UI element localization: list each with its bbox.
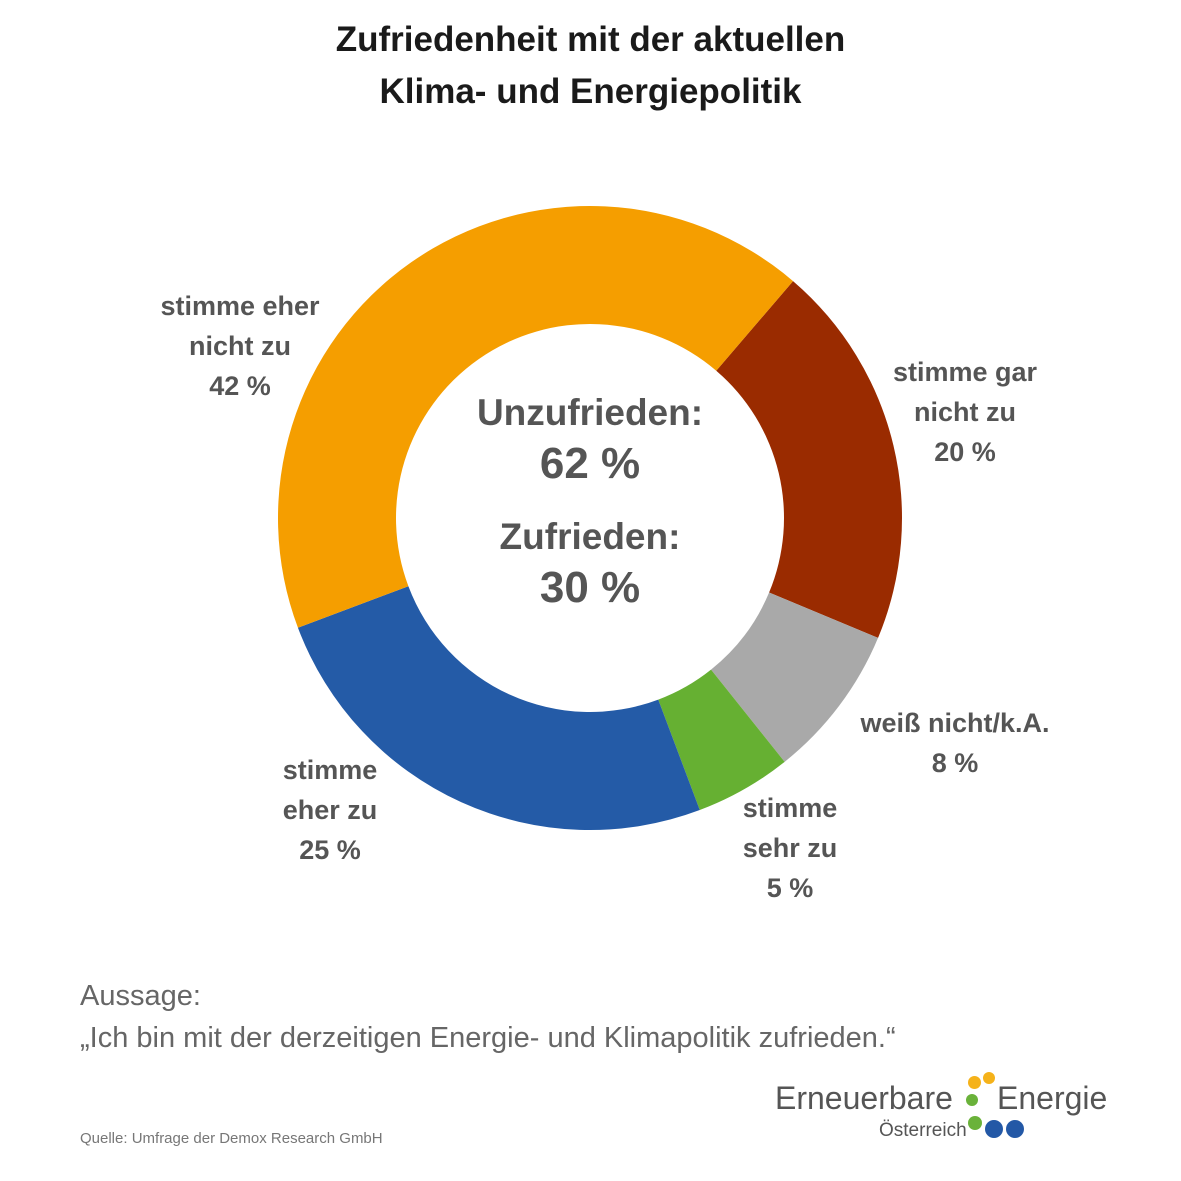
label-line: weiß nicht/k.A.: [860, 708, 1050, 738]
statement: Aussage: „Ich bin mit der derzeitigen En…: [80, 975, 896, 1059]
label-stimme-eher-nicht-zu: stimme eher nicht zu 42 %: [130, 286, 350, 406]
logo-dot-icon: [1006, 1120, 1024, 1138]
logo-word-erneuerbare: Erneuerbare: [775, 1080, 953, 1116]
label-line: stimme: [282, 755, 378, 785]
label-weiss-nicht: weiß nicht/k.A. 8 %: [830, 703, 1080, 783]
label-stimme-sehr-zu: stimme sehr zu 5 %: [710, 788, 870, 908]
unzufrieden-label: Unzufrieden:: [476, 392, 704, 433]
source-note: Quelle: Umfrage der Demox Research GmbH: [80, 1130, 383, 1147]
label-value: 25 %: [299, 835, 361, 865]
zufrieden-label: Zufrieden:: [499, 516, 681, 557]
unzufrieden-value: 62 %: [539, 439, 641, 488]
logo-dot-icon: [966, 1094, 978, 1106]
center-summary: Unzufrieden: 62 % Zufrieden: 30 %: [440, 390, 740, 616]
logo-dot-icon: [983, 1072, 995, 1084]
label-line: nicht zu: [189, 331, 291, 361]
label-line: eher zu: [282, 795, 378, 825]
logo-dot-icon: [968, 1076, 981, 1089]
label-line: stimme gar: [892, 357, 1038, 387]
label-line: sehr zu: [742, 833, 838, 863]
slice-stimme-eher-zu: [297, 586, 700, 830]
logo-word-energie: Energie: [997, 1080, 1108, 1116]
slice-wei-nicht-k-a-: [711, 592, 879, 762]
zufrieden-value: 30 %: [539, 563, 641, 612]
label-line: stimme eher: [160, 291, 320, 321]
logo: Erneuerbare Energie Österreich: [775, 1066, 1115, 1146]
label-value: 5 %: [766, 873, 814, 903]
label-value: 20 %: [934, 437, 996, 467]
title-line-1: Zufriedenheit mit der aktuellen: [335, 20, 846, 59]
slice-stimme-sehr-zu: [658, 669, 785, 811]
label-value: 42 %: [209, 371, 271, 401]
label-value: 8 %: [931, 748, 979, 778]
logo-dot-icon: [985, 1120, 1003, 1138]
logo-dot-icon: [968, 1116, 982, 1130]
label-line: nicht zu: [914, 397, 1016, 427]
statement-quote: „Ich bin mit der derzeitigen Energie- un…: [80, 1022, 896, 1054]
statement-label: Aussage:: [80, 980, 201, 1012]
chart-title: Zufriedenheit mit der aktuellen Klima- u…: [0, 14, 1181, 118]
label-stimme-gar-nicht-zu: stimme gar nicht zu 20 %: [860, 352, 1070, 472]
title-line-2: Klima- und Energiepolitik: [379, 72, 802, 111]
label-line: stimme: [742, 793, 838, 823]
label-stimme-eher-zu: stimme eher zu 25 %: [250, 750, 410, 870]
slice-stimme-eher-nicht-zu: [277, 205, 794, 628]
logo-word-oesterreich: Österreich: [879, 1120, 967, 1141]
slice-stimme-gar-nicht-zu: [716, 281, 903, 638]
